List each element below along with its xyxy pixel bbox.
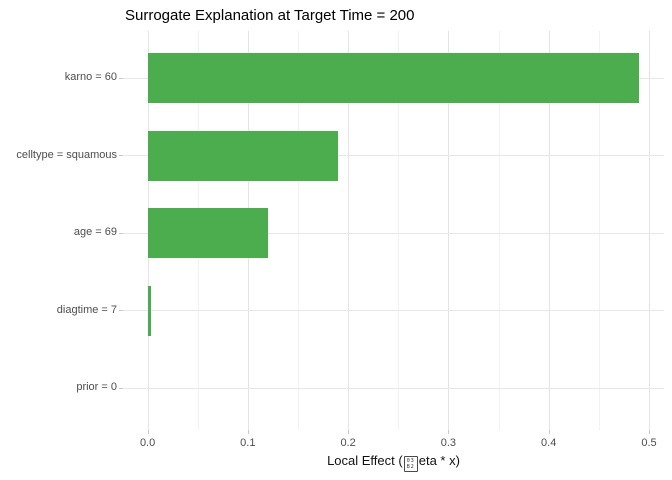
category-label: prior = 0 bbox=[76, 381, 117, 393]
gridline-v-minor bbox=[298, 31, 299, 430]
x-axis-tick bbox=[548, 430, 550, 434]
chart-title: Surrogate Explanation at Target Time = 2… bbox=[125, 7, 415, 24]
gridline-v-major bbox=[649, 31, 650, 430]
gridline-v-minor bbox=[498, 31, 500, 430]
y-axis-tick bbox=[119, 387, 123, 389]
gridline-v-minor bbox=[598, 31, 600, 430]
gridline-h bbox=[123, 232, 664, 234]
gridline-h bbox=[123, 155, 664, 156]
missing-glyph-hex-bottom: B2 bbox=[406, 464, 415, 470]
category-label: age = 69 bbox=[73, 226, 117, 238]
x-axis-title-prefix: Local Effect ( bbox=[327, 453, 403, 468]
gridline-h bbox=[123, 310, 664, 311]
x-tick-label: 0.2 bbox=[340, 437, 356, 449]
x-axis-title: Local Effect (03 B2 eta * x) bbox=[123, 453, 664, 472]
bar bbox=[147, 53, 639, 103]
x-axis-tick bbox=[247, 430, 249, 434]
x-tick-label: 0.3 bbox=[440, 437, 457, 449]
missing-glyph-hex-top: 03 bbox=[406, 458, 415, 464]
x-axis-tick bbox=[348, 430, 350, 434]
gridline-h bbox=[123, 387, 664, 389]
x-axis-title-suffix: eta * x) bbox=[418, 453, 460, 468]
category-label: karno = 60 bbox=[64, 71, 117, 83]
category-label: diagtime = 7 bbox=[56, 303, 117, 316]
x-tick-label: 0.0 bbox=[139, 437, 156, 449]
bar bbox=[147, 208, 268, 258]
x-axis-tick bbox=[448, 430, 450, 434]
plot-panel bbox=[123, 31, 664, 430]
category-label: celltype = squamous bbox=[16, 148, 117, 161]
gridline-v-major bbox=[448, 31, 450, 430]
gridline-v-minor bbox=[398, 31, 400, 430]
y-axis-tick bbox=[119, 155, 123, 156]
x-axis-tick bbox=[147, 430, 149, 434]
x-axis-tick bbox=[649, 430, 650, 434]
x-tick-label: 0.1 bbox=[240, 437, 256, 449]
bar bbox=[147, 285, 151, 336]
y-axis-tick bbox=[119, 232, 123, 234]
x-tick-label: 0.5 bbox=[641, 437, 657, 449]
y-axis-tick bbox=[119, 310, 123, 311]
y-axis-tick bbox=[119, 77, 123, 79]
x-tick-label: 0.4 bbox=[541, 437, 557, 449]
gridline-v-major bbox=[348, 31, 350, 430]
missing-glyph-box: 03 B2 bbox=[403, 456, 418, 472]
bar bbox=[147, 130, 339, 181]
gridline-v-major bbox=[548, 31, 550, 430]
